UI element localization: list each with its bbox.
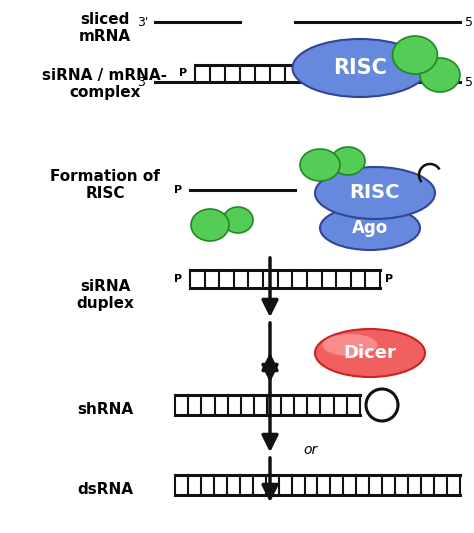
Ellipse shape [315,329,425,377]
Text: RISC: RISC [333,58,387,78]
Text: siRNA / mRNA-
complex: siRNA / mRNA- complex [43,68,167,100]
Text: P: P [385,274,393,284]
Ellipse shape [315,167,435,219]
Text: P: P [179,69,187,78]
Text: P: P [174,274,182,284]
Text: 3': 3' [137,76,148,88]
Ellipse shape [223,207,253,233]
Ellipse shape [300,149,340,181]
Text: P: P [174,185,182,195]
Text: 5': 5' [465,76,474,88]
Text: shRNA: shRNA [77,402,133,417]
Text: Dicer: Dicer [344,344,396,362]
Text: sliced
mRNA: sliced mRNA [79,12,131,44]
Ellipse shape [392,36,438,74]
Text: dsRNA: dsRNA [77,482,133,497]
Text: 3': 3' [137,15,148,28]
Ellipse shape [320,206,420,250]
Text: "SILENCING": "SILENCING" [246,0,374,4]
Ellipse shape [420,58,460,92]
Text: Ago: Ago [352,219,388,237]
Ellipse shape [331,147,365,175]
Ellipse shape [322,334,377,356]
Text: RISC: RISC [350,183,400,203]
Ellipse shape [292,39,428,97]
Text: siRNA
duplex: siRNA duplex [76,279,134,311]
Text: Formation of
RISC: Formation of RISC [50,169,160,201]
Ellipse shape [191,209,229,241]
Text: or: or [303,443,317,457]
Text: 5': 5' [465,15,474,28]
